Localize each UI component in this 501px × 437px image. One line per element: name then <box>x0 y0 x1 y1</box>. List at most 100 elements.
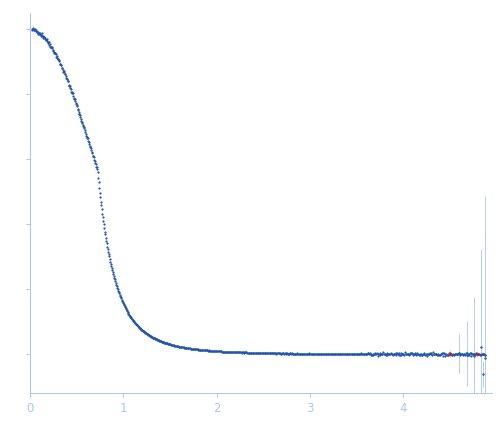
Point <box>403 350 411 357</box>
Point <box>269 350 277 357</box>
Point <box>98 211 106 218</box>
Point <box>229 349 237 356</box>
Point <box>434 351 442 358</box>
Point <box>280 350 288 357</box>
Point <box>80 124 88 131</box>
Point <box>220 348 228 355</box>
Point <box>142 330 150 337</box>
Point <box>171 342 179 349</box>
Point <box>102 234 110 241</box>
Point <box>88 149 96 156</box>
Point <box>153 336 161 343</box>
Point <box>143 331 151 338</box>
Point <box>422 353 430 360</box>
Point <box>311 350 319 357</box>
Point <box>296 350 304 357</box>
Point <box>404 351 412 358</box>
Point <box>228 349 236 356</box>
Point <box>36 30 44 37</box>
Point <box>407 350 415 357</box>
Point <box>309 350 317 357</box>
Point <box>248 349 256 356</box>
Point <box>363 349 371 356</box>
Point <box>210 347 218 354</box>
Point <box>452 350 460 357</box>
Point <box>122 306 130 313</box>
Point <box>370 349 378 356</box>
Point <box>249 349 258 356</box>
Point <box>104 248 112 255</box>
Point <box>151 336 159 343</box>
Point <box>328 350 336 357</box>
Point <box>149 334 157 341</box>
Point <box>223 348 231 355</box>
Point <box>245 349 253 356</box>
Point <box>75 111 83 118</box>
Point <box>37 32 45 39</box>
Point <box>67 86 75 93</box>
Point <box>201 347 209 354</box>
Point <box>315 350 323 357</box>
Point <box>374 350 382 357</box>
Point <box>62 73 70 80</box>
Point <box>394 351 402 358</box>
Point <box>262 350 270 357</box>
Point <box>129 317 137 324</box>
Point <box>107 264 115 271</box>
Point <box>369 350 377 357</box>
Point <box>180 344 188 351</box>
Point <box>166 341 174 348</box>
Point <box>135 324 143 331</box>
Point <box>175 343 183 350</box>
Point <box>34 28 42 35</box>
Point <box>115 290 123 297</box>
Point <box>32 28 40 35</box>
Point <box>346 350 354 357</box>
Point <box>431 351 439 358</box>
Point <box>101 231 109 238</box>
Point <box>144 332 152 339</box>
Point <box>187 345 195 352</box>
Point <box>465 350 473 357</box>
Point <box>471 350 479 357</box>
Point <box>296 350 304 357</box>
Point <box>457 351 465 358</box>
Point <box>35 31 43 38</box>
Point <box>313 350 321 357</box>
Point <box>46 41 54 48</box>
Point <box>449 351 457 358</box>
Point <box>226 348 234 355</box>
Point <box>109 271 117 277</box>
Point <box>42 37 50 44</box>
Point <box>157 338 165 345</box>
Point <box>408 351 416 358</box>
Point <box>141 329 149 336</box>
Point <box>158 338 166 345</box>
Point <box>335 350 343 357</box>
Point <box>411 352 419 359</box>
Point <box>226 348 234 355</box>
Point <box>385 350 393 357</box>
Point <box>416 350 424 357</box>
Point <box>128 316 136 323</box>
Point <box>138 327 146 334</box>
Point <box>97 202 105 209</box>
Point <box>311 350 319 357</box>
Point <box>276 350 284 357</box>
Point <box>43 36 51 43</box>
Point <box>410 350 418 357</box>
Point <box>159 339 167 346</box>
Point <box>304 350 312 357</box>
Point <box>44 40 52 47</box>
Point <box>140 328 148 335</box>
Point <box>355 351 363 358</box>
Point <box>219 348 227 355</box>
Point <box>126 312 134 319</box>
Point <box>89 153 97 160</box>
Point <box>160 339 168 346</box>
Point <box>252 349 260 356</box>
Point <box>438 353 446 360</box>
Point <box>365 350 373 357</box>
Point <box>207 347 215 354</box>
Point <box>176 343 184 350</box>
